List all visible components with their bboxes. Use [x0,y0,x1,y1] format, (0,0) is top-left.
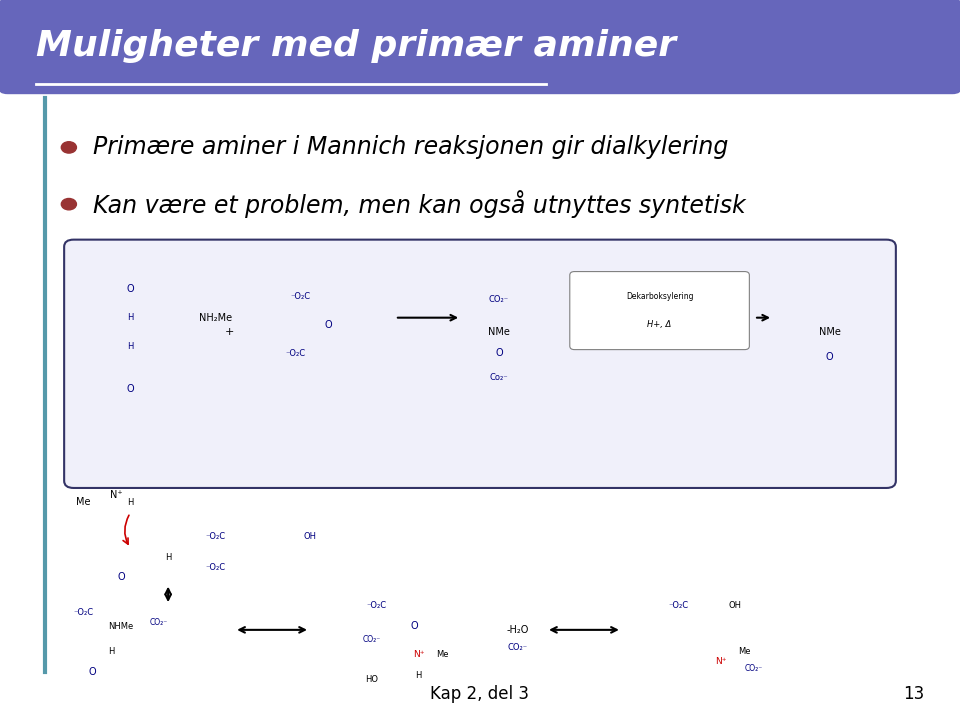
Text: HO: HO [365,675,378,684]
Text: Dekarboksylering: Dekarboksylering [626,292,693,301]
Text: +: + [225,327,234,337]
Text: CO₂⁻: CO₂⁻ [508,643,528,652]
Text: ⁻O₂C: ⁻O₂C [366,601,386,609]
Text: O: O [88,667,96,677]
Text: O: O [127,285,134,295]
Text: O: O [495,348,503,358]
Text: Kap 2, del 3: Kap 2, del 3 [430,685,530,703]
Text: H: H [416,671,421,681]
Text: Muligheter med primær aminer: Muligheter med primær aminer [36,29,676,64]
Text: OH: OH [303,532,317,541]
Text: OH: OH [729,601,742,609]
Text: ⁻O₂C: ⁻O₂C [205,563,226,572]
Text: CO₂⁻: CO₂⁻ [745,664,763,674]
Text: CO₂⁻: CO₂⁻ [150,618,168,627]
Text: Me: Me [436,650,448,659]
Text: ⁻O₂C: ⁻O₂C [286,349,306,358]
Text: H: H [165,553,171,562]
Text: NH₂Me: NH₂Me [199,312,232,322]
Text: N⁺: N⁺ [109,490,123,500]
Text: H: H [127,498,133,507]
Text: ⁻O₂C: ⁻O₂C [668,601,688,609]
Text: O: O [410,621,418,631]
Text: Me: Me [738,646,751,656]
Text: NHMe: NHMe [108,622,133,631]
Text: N⁺: N⁺ [413,650,424,659]
Text: H: H [127,342,133,350]
Text: O: O [826,352,833,362]
Circle shape [61,199,77,209]
Text: NMe: NMe [488,327,510,337]
Text: Kan være et problem, men kan også utnyttes syntetisk: Kan være et problem, men kan også utnytt… [92,190,745,218]
Text: O: O [127,384,134,394]
Text: ⁻O₂C: ⁻O₂C [73,608,93,616]
Text: H: H [127,313,133,322]
Text: O: O [325,320,332,330]
Text: NMe: NMe [819,327,841,337]
Text: Co₂⁻: Co₂⁻ [490,373,508,383]
Text: ⁻O₂C: ⁻O₂C [290,292,310,301]
Bar [8,6,839,87]
Circle shape [61,142,77,153]
Text: ⁻O₂C: ⁻O₂C [205,532,226,541]
FancyBboxPatch shape [570,272,750,350]
FancyBboxPatch shape [0,0,960,94]
Text: 13: 13 [903,685,924,703]
Text: Primære aminer i Mannich reaksjonen gir dialkylering: Primære aminer i Mannich reaksjonen gir … [92,135,728,159]
Text: CO₂⁻: CO₂⁻ [489,295,509,305]
Text: O: O [117,572,125,581]
Text: H+, Δ: H+, Δ [647,320,672,330]
Text: N⁺: N⁺ [715,657,727,666]
Text: CO₂⁻: CO₂⁻ [362,635,380,644]
Text: Me: Me [76,497,90,507]
FancyBboxPatch shape [64,240,896,488]
Text: -H₂O: -H₂O [507,625,529,635]
Text: H: H [108,646,114,656]
